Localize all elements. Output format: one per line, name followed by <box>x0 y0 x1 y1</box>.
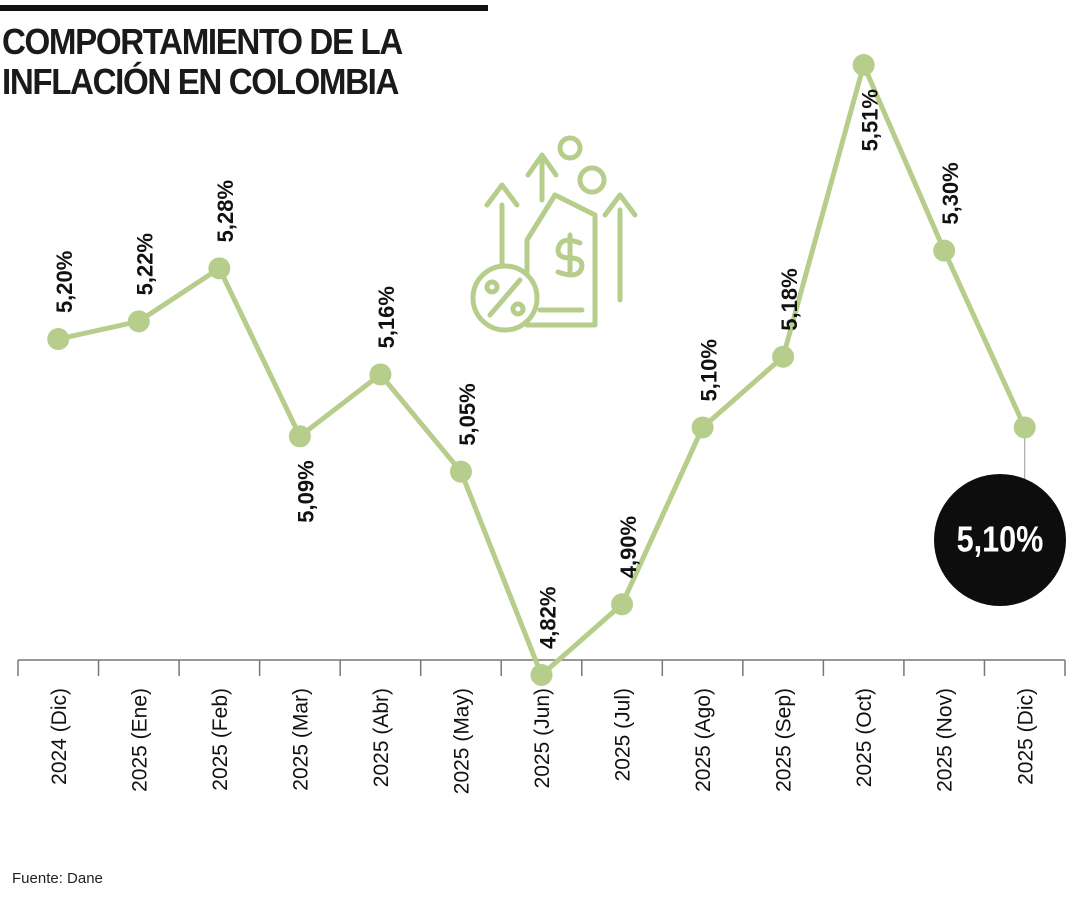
point <box>772 345 795 368</box>
x-tick-label: 2025 (Mar) <box>289 688 312 791</box>
x-tick-label: 2025 (Jun) <box>531 688 554 788</box>
point <box>127 310 150 333</box>
point <box>369 363 392 386</box>
value-label: 5,51% <box>857 89 882 151</box>
point <box>530 664 553 686</box>
value-label: 5,22% <box>133 233 158 295</box>
value-label: 5,20% <box>52 251 77 313</box>
x-tick-label: 2025 (Nov) <box>934 688 957 792</box>
point <box>852 54 875 76</box>
x-tick-label: 2025 (Jul) <box>612 688 635 781</box>
x-tick-label: 2025 (Ene) <box>128 688 151 792</box>
x-tick-label: 2025 (Ago) <box>692 688 715 792</box>
x-tick-label: 2024 (Dic) <box>48 688 71 785</box>
x-tick-label: 2025 (May) <box>451 688 474 794</box>
point <box>288 425 311 448</box>
top-bar <box>0 5 488 11</box>
value-label: 5,09% <box>294 460 319 522</box>
point <box>208 257 231 280</box>
value-label: 5,28% <box>213 180 238 242</box>
point <box>933 239 956 262</box>
point <box>691 416 714 439</box>
value-label: 5,10% <box>696 339 721 401</box>
value-label: 5,18% <box>777 268 802 330</box>
value-label: 5,16% <box>374 286 399 348</box>
x-tick-label: 2025 (Dic) <box>1014 688 1037 785</box>
chart-title: COMPORTAMIENTO DE LA INFLACIÓN EN COLOMB… <box>2 21 402 102</box>
value-label: 5,30% <box>938 162 963 224</box>
x-tick-label: 2025 (Sep) <box>773 688 796 792</box>
x-tick-label: 2025 (Oct) <box>853 688 876 787</box>
highlight-label: 5,10% <box>957 520 1044 560</box>
point <box>47 328 70 351</box>
highlight-circle <box>934 474 1066 606</box>
value-label: 4,90% <box>616 516 641 578</box>
point <box>449 460 472 483</box>
point <box>1013 416 1036 439</box>
value-label: 5,05% <box>455 383 480 445</box>
icon <box>470 135 638 333</box>
point <box>611 593 634 616</box>
source-note: Fuente: Dane <box>12 870 103 887</box>
x-tick-label: 2025 (Feb) <box>209 688 232 791</box>
x-tick-label: 2025 (Abr) <box>370 688 393 787</box>
value-label: 4,82% <box>535 587 560 649</box>
